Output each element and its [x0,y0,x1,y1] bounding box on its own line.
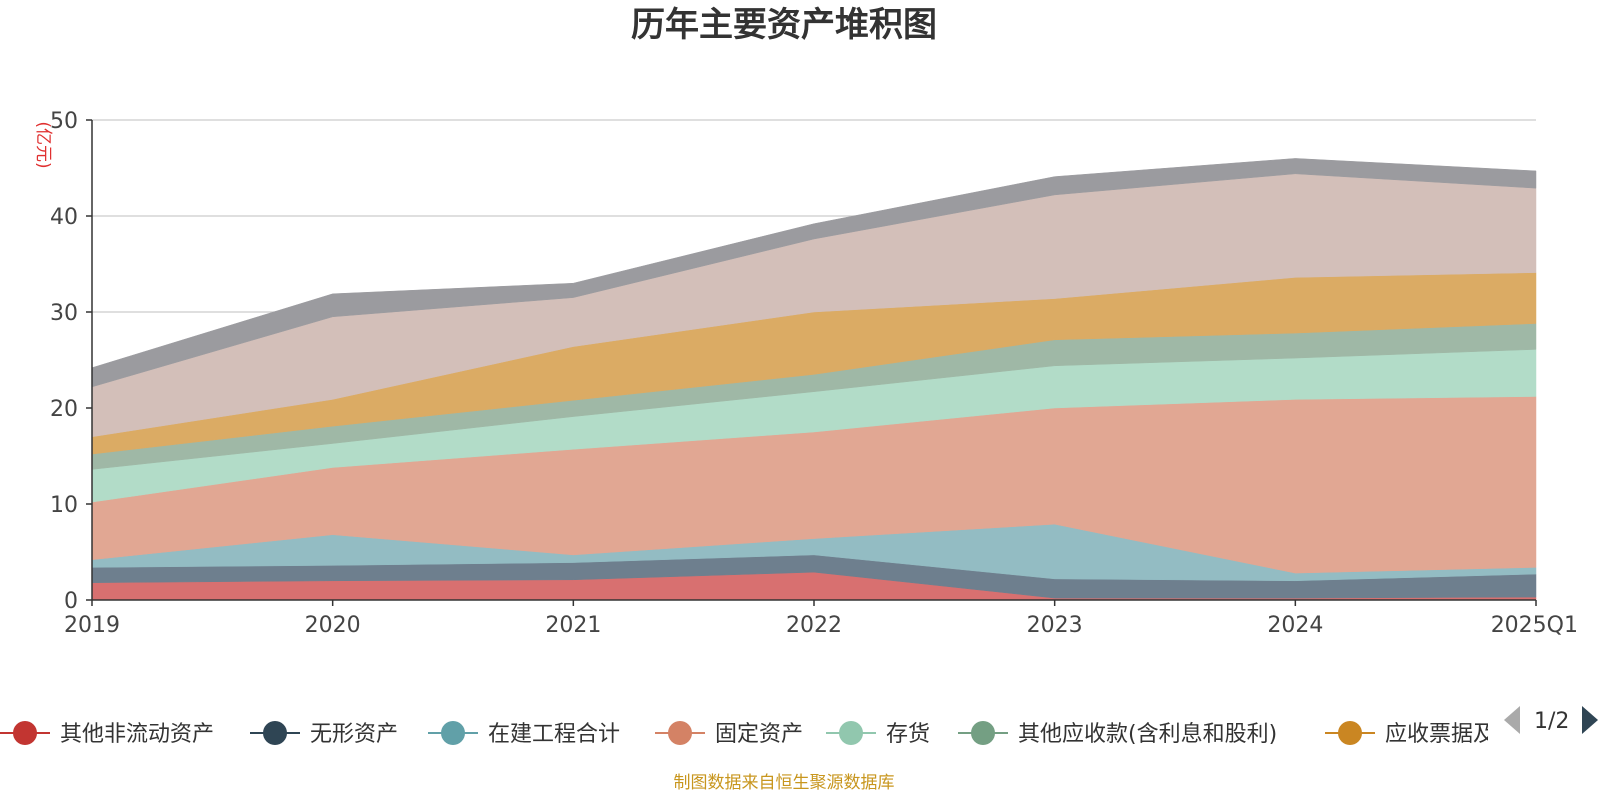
legend-label: 存货 [886,722,930,747]
legend-marker [1338,721,1362,745]
legend-prev-page-icon[interactable] [1504,706,1520,734]
legend-marker [971,721,995,745]
legend-page-indicator: 1/2 [1534,709,1569,734]
legend-label: 无形资产 [310,722,398,747]
x-tick-label: 2023 [1027,613,1083,638]
y-axis-unit: (亿元) [33,121,53,168]
legend-items: 其他非流动资产 无形资产 在建工程合计 固定资产 存货 其他应收款(含利息和股利) 应收票据… [0,721,1583,747]
axes: 0 10 20 30 40 50 2019 2020 2021 2022 2023 2024 2025Q… [50,109,1578,638]
legend-item[interactable]: 无形资产 [250,721,398,747]
x-tick-label: 2020 [305,613,361,638]
legend-label: 在建工程合计 [488,722,620,747]
legend-item[interactable]: 其他应收款(含利息和股利) [958,721,1277,747]
legend-marker [668,721,692,745]
legend-item[interactable]: 其他非流动资产 [0,721,214,747]
legend-item[interactable]: 存货 [826,721,930,747]
legend-marker [13,721,37,745]
legend-label: 应收票据及应收账款 [1385,722,1583,747]
x-tick-label: 2022 [786,613,842,638]
chart-title: 历年主要资产堆积图 [631,5,937,45]
area-series-8 [91,158,1537,388]
legend: 其他非流动资产 无形资产 在建工程合计 固定资产 存货 其他应收款(含利息和股利) 应收票据… [0,721,1583,747]
legend-marker [839,721,863,745]
data-source-note: 制图数据来自恒生聚源数据库 [674,773,895,793]
y-tick-label: 30 [50,301,78,326]
y-tick-label: 10 [50,493,78,518]
legend-pager: 1/2 [1504,706,1598,734]
legend-next-page-icon[interactable] [1582,706,1598,734]
legend-label: 固定资产 [715,722,803,747]
x-tick-label: 2021 [545,613,601,638]
area-series [91,158,1537,601]
y-tick-label: 50 [50,109,78,134]
y-tick-label: 0 [64,589,78,614]
y-tick-label: 40 [50,205,78,230]
legend-item[interactable]: 在建工程合计 [428,721,620,747]
x-tick-label: 2024 [1267,613,1323,638]
legend-marker [441,721,465,745]
legend-label: 其他应收款(含利息和股利) [1018,722,1277,747]
x-tick-label: 2019 [64,613,120,638]
x-tick-label: 2025Q1 [1491,613,1578,638]
y-tick-label: 20 [50,397,78,422]
legend-item[interactable]: 固定资产 [655,721,803,747]
legend-item[interactable]: 应收票据及应收账款 [1325,721,1583,747]
legend-marker [263,721,287,745]
legend-label: 其他非流动资产 [60,722,214,747]
